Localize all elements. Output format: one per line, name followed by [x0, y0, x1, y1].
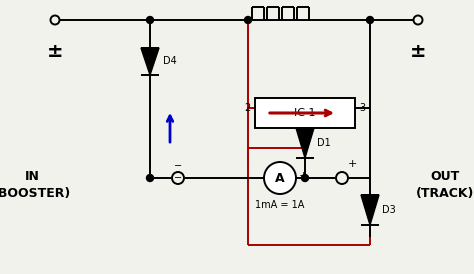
Text: 1mA = 1A: 1mA = 1A — [255, 200, 305, 210]
Circle shape — [51, 16, 60, 24]
Circle shape — [336, 172, 348, 184]
Text: 1: 1 — [302, 133, 308, 143]
Text: D3: D3 — [382, 205, 396, 215]
Circle shape — [146, 175, 154, 181]
Circle shape — [146, 16, 154, 24]
Text: 2: 2 — [245, 103, 251, 113]
Polygon shape — [296, 128, 314, 158]
Circle shape — [301, 175, 309, 181]
Circle shape — [366, 16, 374, 24]
Text: IC 1: IC 1 — [294, 108, 316, 118]
Bar — [255, 98, 355, 128]
Text: ±: ± — [410, 42, 426, 61]
Text: +: + — [347, 159, 357, 169]
Text: D4: D4 — [163, 56, 177, 67]
Circle shape — [172, 172, 184, 184]
Circle shape — [245, 16, 252, 24]
Text: ±: ± — [47, 42, 63, 61]
Text: +: + — [299, 171, 309, 181]
Polygon shape — [141, 48, 159, 75]
Circle shape — [413, 16, 422, 24]
Circle shape — [264, 162, 296, 194]
Text: IN
(BOOSTER): IN (BOOSTER) — [0, 170, 71, 199]
Text: D1: D1 — [317, 138, 331, 148]
Text: −: − — [174, 161, 182, 171]
Text: OUT
(TRACK): OUT (TRACK) — [416, 170, 474, 199]
Polygon shape — [361, 195, 379, 225]
Text: A: A — [275, 172, 285, 184]
Text: 3: 3 — [359, 103, 365, 113]
Text: −: − — [174, 173, 182, 183]
